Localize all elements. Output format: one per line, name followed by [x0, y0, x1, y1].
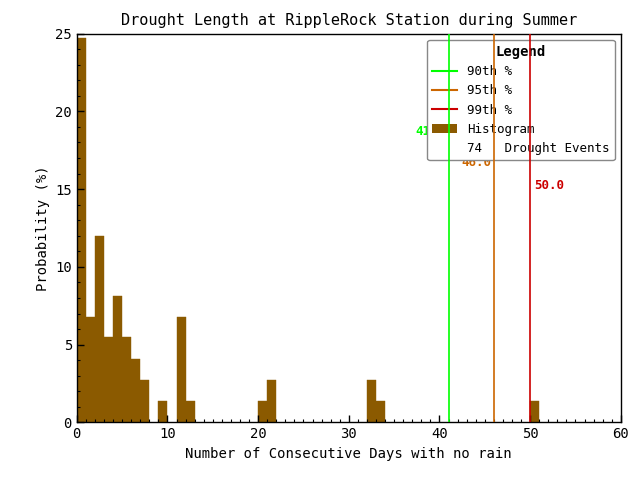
- Bar: [86, 317, 95, 422]
- Bar: [113, 297, 122, 422]
- Bar: [95, 236, 104, 422]
- Y-axis label: Probability (%): Probability (%): [36, 165, 50, 291]
- Text: 50.0: 50.0: [534, 179, 564, 192]
- Bar: [104, 337, 113, 422]
- Bar: [131, 359, 140, 422]
- Bar: [376, 401, 385, 422]
- Bar: [122, 337, 131, 422]
- Title: Drought Length at RippleRock Station during Summer: Drought Length at RippleRock Station dur…: [121, 13, 577, 28]
- Bar: [177, 317, 186, 422]
- Legend: 90th %, 95th %, 99th %, Histogram, 74   Drought Events: 90th %, 95th %, 99th %, Histogram, 74 Dr…: [427, 40, 614, 160]
- Bar: [367, 381, 376, 422]
- Bar: [158, 401, 168, 422]
- Bar: [140, 381, 149, 422]
- Bar: [268, 381, 276, 422]
- Bar: [530, 401, 540, 422]
- Bar: [186, 401, 195, 422]
- Text: 46.0: 46.0: [461, 156, 491, 169]
- Text: Made on 29 May 2025: Made on 29 May 2025: [453, 142, 564, 152]
- Bar: [77, 38, 86, 422]
- X-axis label: Number of Consecutive Days with no rain: Number of Consecutive Days with no rain: [186, 447, 512, 461]
- Text: 41.0: 41.0: [416, 125, 446, 138]
- Bar: [258, 401, 268, 422]
